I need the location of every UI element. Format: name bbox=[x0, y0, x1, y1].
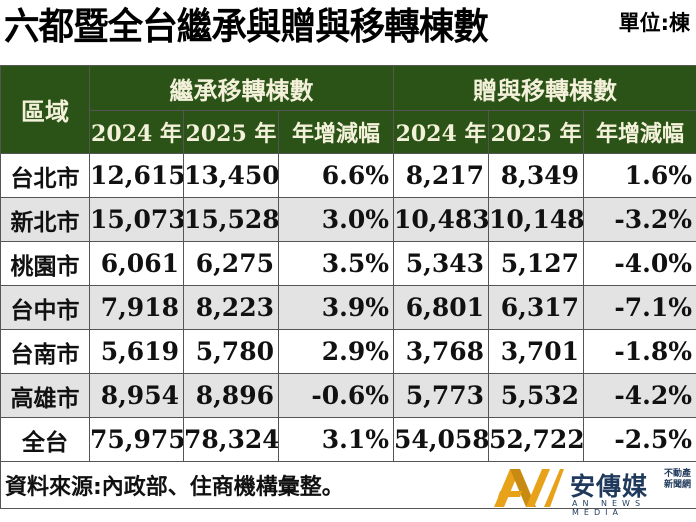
logo-sub-line1: 不動產 bbox=[664, 469, 692, 479]
region-cell: 桃園市 bbox=[0, 241, 90, 286]
inheritance-yoy-cell: 3.0% bbox=[277, 197, 395, 242]
an-logo-mark-icon bbox=[494, 469, 564, 507]
gift-2025-cell: 8,349 bbox=[488, 153, 585, 198]
gift-2024-cell: 8,217 bbox=[393, 153, 490, 198]
inheritance-2025-cell: 13,450 bbox=[183, 153, 279, 198]
inheritance-2025-header: 2025 年 bbox=[183, 110, 279, 154]
inheritance-yoy-header: 年增減幅 bbox=[277, 110, 395, 154]
gift-2024-cell: 6,801 bbox=[393, 285, 490, 330]
inheritance-yoy-cell: 3.5% bbox=[277, 241, 395, 286]
gift-group-header: 贈與移轉棟數 bbox=[393, 65, 696, 111]
source-note: 資料來源:內政部、住商機構彙整。 bbox=[0, 461, 696, 509]
data-table: 區域 繼承移轉棟數 贈與移轉棟數 2024 年 2025 年 年增減幅 2024… bbox=[0, 65, 696, 509]
gift-2025-header: 2025 年 bbox=[488, 110, 585, 154]
region-cell: 新北市 bbox=[0, 197, 90, 242]
region-cell: 台北市 bbox=[0, 153, 90, 198]
gift-2024-cell: 3,768 bbox=[393, 329, 490, 374]
gift-2025-cell: 3,701 bbox=[488, 329, 585, 374]
gift-yoy-cell: -4.2% bbox=[583, 373, 696, 418]
gift-yoy-cell: 1.6% bbox=[583, 153, 696, 198]
unit-label: 單位:棟 bbox=[618, 11, 690, 35]
gift-2024-cell: 54,058 bbox=[393, 417, 490, 462]
inheritance-2025-cell: 78,324 bbox=[183, 417, 279, 462]
gift-2024-cell: 5,773 bbox=[393, 373, 490, 418]
inheritance-2025-cell: 6,275 bbox=[183, 241, 279, 286]
logo-subtitle: 不動產 新聞網 bbox=[664, 469, 692, 491]
gift-2024-header: 2024 年 bbox=[393, 110, 490, 154]
inheritance-yoy-cell: 3.1% bbox=[277, 417, 395, 462]
inheritance-yoy-cell: -0.6% bbox=[277, 373, 395, 418]
table-row: 桃園市 6,061 6,275 3.5% 5,343 5,127 -4.0% bbox=[0, 241, 696, 286]
logo-name-en: AN NEWS MEDIA bbox=[572, 499, 646, 517]
gift-2024-cell: 5,343 bbox=[393, 241, 490, 286]
gift-2025-cell: 10,148 bbox=[488, 197, 585, 242]
inheritance-2024-header: 2024 年 bbox=[89, 110, 184, 154]
page-title: 六都暨全台繼承與贈與移轉棟數 bbox=[4, 5, 489, 48]
inheritance-yoy-cell: 6.6% bbox=[277, 153, 395, 198]
gift-yoy-cell: -4.0% bbox=[583, 241, 696, 286]
table-row-total: 全台 75,975 78,324 3.1% 54,058 52,722 -2.5… bbox=[0, 417, 696, 462]
table-row: 高雄市 8,954 8,896 -0.6% 5,773 5,532 -4.2% bbox=[0, 373, 696, 418]
table-row: 台北市 12,615 13,450 6.6% 8,217 8,349 1.6% bbox=[0, 153, 696, 198]
inheritance-2024-cell: 7,918 bbox=[89, 285, 184, 330]
inheritance-2024-cell: 15,073 bbox=[89, 197, 184, 242]
logo-sub-line2: 新聞網 bbox=[664, 480, 692, 490]
gift-yoy-cell: -2.5% bbox=[583, 417, 696, 462]
gift-2025-cell: 52,722 bbox=[488, 417, 585, 462]
inheritance-2025-cell: 8,896 bbox=[183, 373, 279, 418]
inheritance-yoy-cell: 3.9% bbox=[277, 285, 395, 330]
gift-2025-cell: 5,127 bbox=[488, 241, 585, 286]
region-cell: 台中市 bbox=[0, 285, 90, 330]
gift-2025-cell: 5,532 bbox=[488, 373, 585, 418]
gift-yoy-cell: -3.2% bbox=[583, 197, 696, 242]
table-row: 台南市 5,619 5,780 2.9% 3,768 3,701 -1.8% bbox=[0, 329, 696, 374]
inheritance-2025-cell: 15,528 bbox=[183, 197, 279, 242]
region-cell: 全台 bbox=[0, 417, 90, 462]
inheritance-2024-cell: 75,975 bbox=[89, 417, 184, 462]
gift-yoy-header: 年增減幅 bbox=[583, 110, 696, 154]
inheritance-2024-cell: 8,954 bbox=[89, 373, 184, 418]
inheritance-2025-cell: 5,780 bbox=[183, 329, 279, 374]
table-row: 台中市 7,918 8,223 3.9% 6,801 6,317 -7.1% bbox=[0, 285, 696, 330]
region-header: 區域 bbox=[0, 65, 90, 154]
gift-2025-cell: 6,317 bbox=[488, 285, 585, 330]
inheritance-2024-cell: 12,615 bbox=[89, 153, 184, 198]
gift-yoy-cell: -1.8% bbox=[583, 329, 696, 374]
gift-yoy-cell: -7.1% bbox=[583, 285, 696, 330]
region-cell: 台南市 bbox=[0, 329, 90, 374]
inheritance-2025-cell: 8,223 bbox=[183, 285, 279, 330]
inheritance-group-header: 繼承移轉棟數 bbox=[88, 65, 395, 111]
inheritance-2024-cell: 6,061 bbox=[89, 241, 184, 286]
inheritance-2024-cell: 5,619 bbox=[89, 329, 184, 374]
logo-name-cn: 安傳媒 bbox=[570, 472, 649, 501]
region-cell: 高雄市 bbox=[0, 373, 90, 418]
table-row: 新北市 15,073 15,528 3.0% 10,483 10,148 -3.… bbox=[0, 197, 696, 242]
an-news-media-logo: 安傳媒 不動產 新聞網 AN NEWS MEDIA bbox=[492, 465, 692, 517]
inheritance-yoy-cell: 2.9% bbox=[277, 329, 395, 374]
gift-2024-cell: 10,483 bbox=[393, 197, 490, 242]
